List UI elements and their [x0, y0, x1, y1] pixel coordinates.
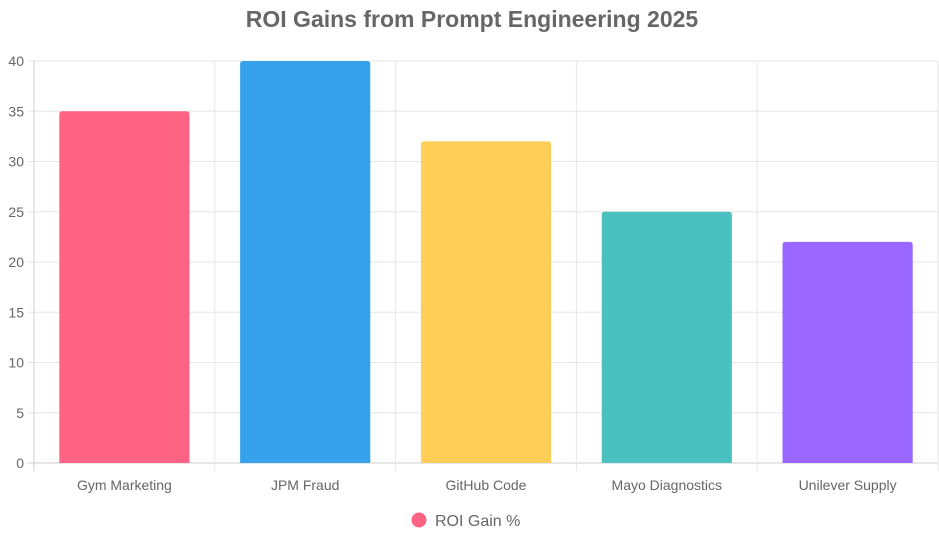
- y-tick-label: 30: [8, 154, 24, 170]
- y-tick-label: 10: [8, 355, 24, 371]
- y-tick-label: 35: [8, 103, 24, 119]
- y-tick-label: 15: [8, 304, 24, 320]
- bar-jpm-fraud[interactable]: [240, 61, 371, 463]
- bar-gym-marketing[interactable]: [59, 111, 190, 463]
- bar-mayo-diagnostics[interactable]: [601, 211, 732, 463]
- bar-github-code[interactable]: [420, 141, 552, 463]
- bar-unilever-supply[interactable]: [782, 241, 913, 463]
- x-tick-label: Gym Marketing: [77, 477, 172, 493]
- y-tick-label: 0: [16, 455, 24, 471]
- legend[interactable]: ROI Gain %: [411, 512, 521, 531]
- y-tick-label: 40: [8, 53, 24, 69]
- y-axis-ticks: 0 5 10 15 20 25 30 35 40: [8, 53, 24, 471]
- x-tick-label: Mayo Diagnostics: [612, 477, 723, 493]
- chart-title: ROI Gains from Prompt Engineering 2025: [246, 6, 699, 32]
- x-tick-label: Unilever Supply: [799, 477, 897, 493]
- legend-marker[interactable]: [411, 512, 427, 528]
- legend-label[interactable]: ROI Gain %: [435, 513, 520, 530]
- x-axis-ticks: Gym Marketing JPM Fraud GitHub Code Mayo Di…: [77, 477, 897, 493]
- x-tick-label: JPM Fraud: [271, 477, 339, 493]
- bars: [59, 61, 913, 463]
- x-tick-label: GitHub Code: [446, 477, 527, 493]
- y-tick-label: 25: [8, 204, 24, 220]
- y-tick-label: 20: [8, 254, 24, 270]
- y-tick-label: 5: [16, 405, 24, 421]
